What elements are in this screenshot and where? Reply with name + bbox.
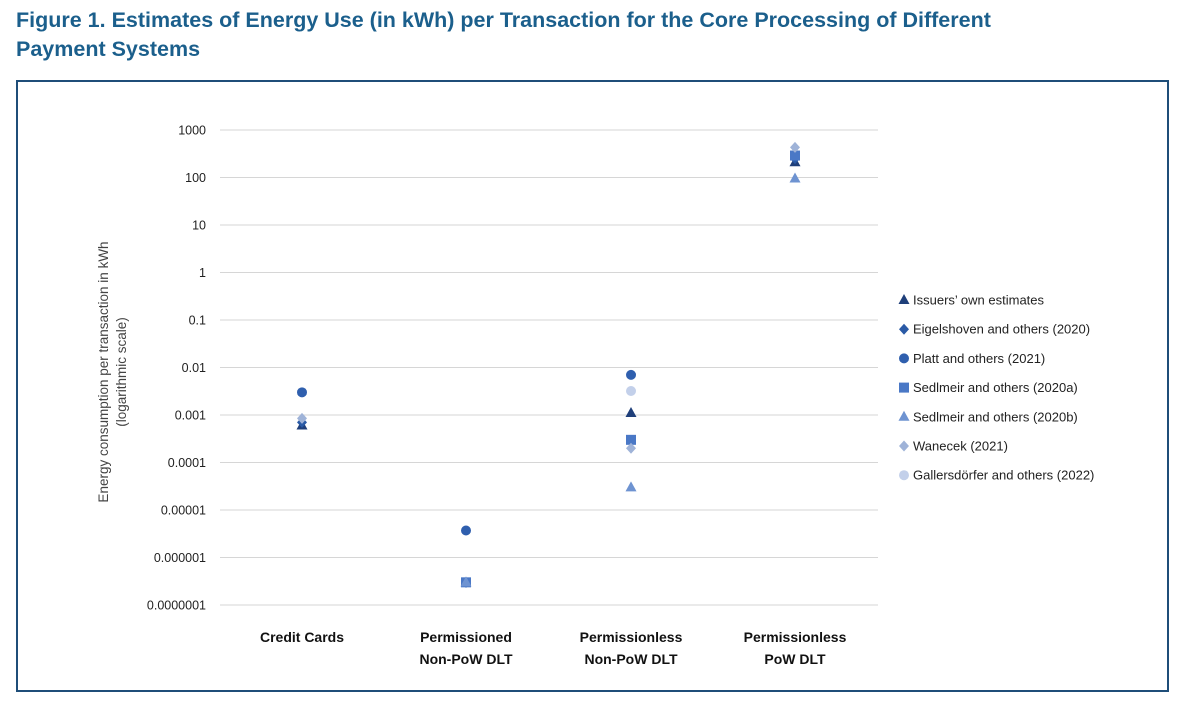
data-point <box>789 172 801 183</box>
x-category-label: Credit Cards <box>260 629 344 645</box>
legend-label: Eigelshoven and others (2020) <box>913 322 1090 337</box>
y-tick-label: 100 <box>185 171 206 185</box>
x-category-label-line-2: Non-PoW DLT <box>419 651 512 667</box>
data-point <box>625 407 637 418</box>
legend-marker <box>898 410 910 421</box>
figure-title: Figure 1. Estimates of Energy Use (in kW… <box>16 6 1176 64</box>
y-tick-label: 0.000001 <box>154 551 206 565</box>
data-point <box>626 386 636 397</box>
y-tick-label: 0.01 <box>182 361 206 375</box>
data-point <box>460 576 472 587</box>
x-category-label-line-2: PoW DLT <box>764 651 826 667</box>
data-point <box>626 369 636 380</box>
x-category-label: Permissionless <box>744 629 847 645</box>
y-tick-label: 1000 <box>178 124 206 138</box>
legend-label: Gallersdörfer and others (2022) <box>913 468 1094 483</box>
legend-marker <box>899 470 909 481</box>
legend-label: Wanecek (2021) <box>913 439 1008 454</box>
legend-marker <box>899 323 909 335</box>
y-axis-label-line-1: Energy consumption per transaction in kW… <box>96 241 111 502</box>
data-point <box>625 481 637 492</box>
legend-label: Issuers’ own estimates <box>913 293 1045 308</box>
data-point <box>790 141 800 153</box>
gridlines <box>220 129 878 606</box>
legend-label: Sedlmeir and others (2020a) <box>913 380 1078 395</box>
legend: Issuers’ own estimates Eigelshoven and ot… <box>898 293 1094 483</box>
figure-title-line-2: Payment Systems <box>16 37 201 61</box>
x-category-label: Permissionless <box>580 629 683 645</box>
legend-marker <box>899 440 909 452</box>
y-tick-label: 0.00001 <box>161 504 206 518</box>
chart-frame <box>16 80 1169 692</box>
x-category-labels: Credit Cards Permissioned Non-PoW DLT Permi… <box>260 629 847 667</box>
y-tick-label: 1 <box>199 266 206 280</box>
legend-label: Platt and others (2021) <box>913 351 1045 366</box>
legend-marker <box>899 382 909 393</box>
legend-marker <box>899 353 909 364</box>
y-tick-labels: 1000 100 10 1 0.1 0.01 0.001 0.0001 0.00001 0.000… <box>147 124 206 613</box>
data-point <box>297 387 307 398</box>
data-point <box>626 434 636 445</box>
legend-label: Sedlmeir and others (2020b) <box>913 409 1078 424</box>
y-tick-label: 0.0000001 <box>147 599 206 613</box>
figure-title-line-1: Figure 1. Estimates of Energy Use (in kW… <box>16 8 991 32</box>
legend-marker <box>898 294 910 304</box>
y-tick-label: 0.001 <box>175 409 206 423</box>
y-tick-label: 10 <box>192 219 206 233</box>
data-points <box>296 141 801 588</box>
data-point <box>461 525 471 536</box>
data-point <box>626 442 636 454</box>
x-category-label: Permissioned <box>420 629 512 645</box>
y-tick-label: 0.1 <box>189 314 206 328</box>
y-axis-label-line-2: (logarithmic scale) <box>114 317 129 427</box>
data-point <box>790 150 800 161</box>
y-axis-label: Energy consumption per transaction in kW… <box>96 241 129 502</box>
x-category-label-line-2: Non-PoW DLT <box>584 651 677 667</box>
data-point <box>297 412 307 424</box>
y-tick-label: 0.0001 <box>168 456 206 470</box>
